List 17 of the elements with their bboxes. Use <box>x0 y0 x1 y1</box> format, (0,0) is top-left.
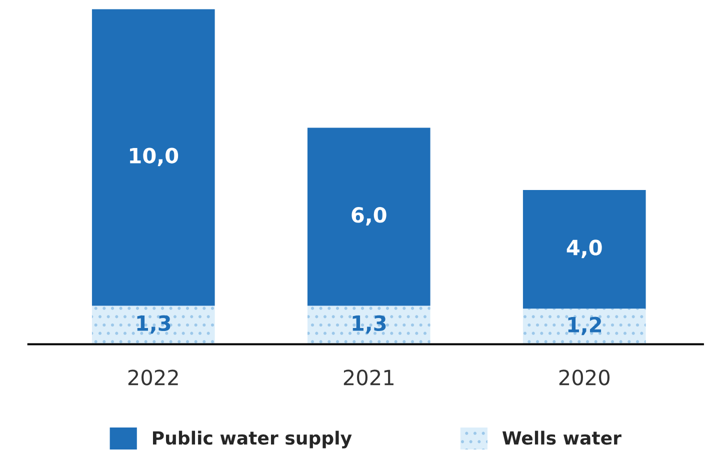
data-label: 1,3 <box>137 315 170 334</box>
data-label: 6,0 <box>352 207 386 226</box>
bar <box>522 190 646 309</box>
x-tick-label: 2020 <box>559 370 610 386</box>
bar <box>92 306 215 344</box>
data-label: 10,0 <box>130 148 178 166</box>
data-label: 4,0 <box>566 240 602 258</box>
legend-label: Wells water <box>502 430 622 445</box>
x-tick-label: 2022 <box>128 370 178 386</box>
bar <box>307 128 430 306</box>
bar <box>92 9 215 306</box>
data-label: 1,3 <box>352 315 386 334</box>
legend-label: Public water supply <box>153 430 352 448</box>
bar <box>307 306 430 344</box>
bar <box>522 308 646 344</box>
x-tick-label: 2021 <box>344 370 394 386</box>
data-label: 1,2 <box>568 316 602 336</box>
